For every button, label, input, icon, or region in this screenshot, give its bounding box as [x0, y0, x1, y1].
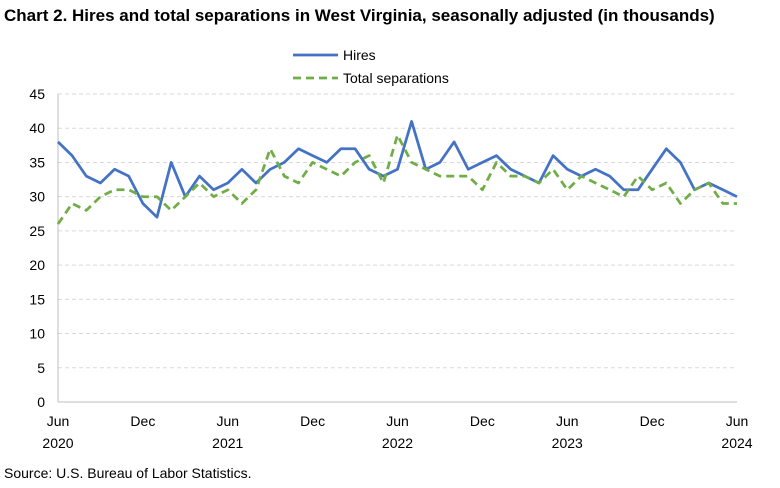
y-tick-label: 10 [29, 326, 45, 342]
x-tick-label-month: Jun [726, 413, 749, 429]
x-tick-label-month: Jun [47, 413, 70, 429]
y-tick-label: 40 [29, 120, 45, 136]
y-tick-label: 30 [29, 189, 45, 205]
series-lines [56, 120, 738, 225]
y-tick-label: 0 [37, 394, 45, 410]
x-tick-label-year: 2021 [212, 435, 243, 451]
x-tick-label-month: Dec [300, 413, 325, 429]
x-tick-label-year: 2022 [382, 435, 413, 451]
x-tick-label-year: 2023 [552, 435, 583, 451]
chart-title: Chart 2. Hires and total separations in … [4, 6, 715, 25]
x-tick-label-month: Dec [130, 413, 155, 429]
y-tick-label: 5 [37, 360, 45, 376]
y-tick-label: 45 [29, 86, 45, 102]
x-tick-label-month: Jun [216, 413, 239, 429]
y-tick-label: 25 [29, 223, 45, 239]
legend: Hires Total separations [293, 47, 449, 86]
y-tick-label: 20 [29, 257, 45, 273]
axes [57, 94, 737, 403]
x-tick-label-month: Dec [640, 413, 665, 429]
y-tick-label: 35 [29, 154, 45, 170]
x-tick-label-year: 2024 [721, 435, 752, 451]
x-tick-label-month: Jun [386, 413, 409, 429]
x-tick-label-month: Dec [470, 413, 495, 429]
legend-label: Hires [343, 47, 376, 63]
y-tick-label: 15 [29, 291, 45, 307]
series-line-hires [57, 120, 738, 219]
y-axis-ticks: 0 5 10 15 20 25 30 35 40 45 [29, 86, 45, 410]
x-axis-ticks: Jun 2020 Dec Jun 2021 Dec Jun 2022 Dec Jun 2023 Dec… [42, 413, 752, 451]
gridlines [58, 93, 737, 369]
x-tick-label-year: 2020 [42, 435, 73, 451]
source-note: Source: U.S. Bureau of Labor Statistics. [4, 465, 252, 481]
x-tick-label-month: Jun [556, 413, 579, 429]
legend-label: Total separations [343, 70, 449, 86]
